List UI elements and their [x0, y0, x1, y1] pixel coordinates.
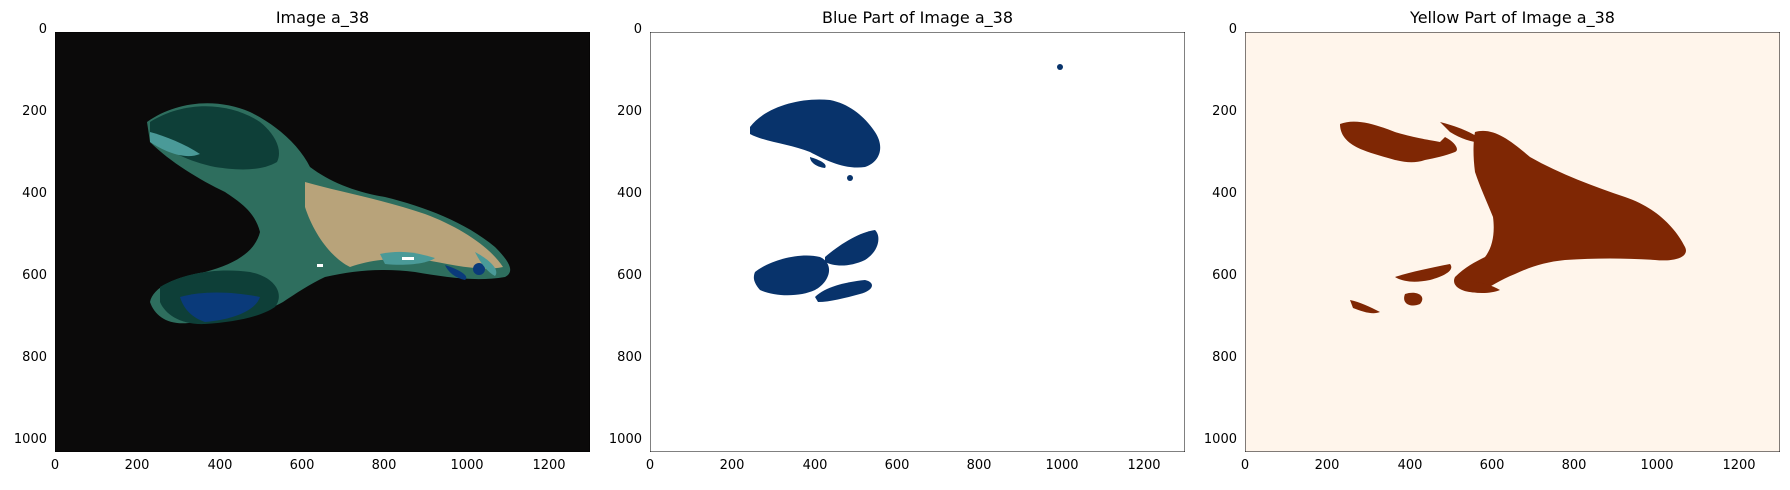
x-tick-label: 200: [719, 458, 745, 473]
y-tick-label: 600: [1212, 268, 1237, 283]
x-tick-label: 800: [1561, 458, 1587, 473]
y-tick-label: 200: [1212, 104, 1237, 119]
x-tick-label: 1000: [450, 458, 484, 473]
x-tick-label: 800: [371, 458, 397, 473]
y-tick-label: 400: [1212, 186, 1237, 201]
panel-blue: Blue Part of Image a_38 0 200 400 600 80…: [609, 0, 1185, 490]
x-tick-label: 1200: [1722, 458, 1756, 473]
x-tick-label: 200: [1314, 458, 1340, 473]
y-tick-label: 0: [633, 22, 642, 37]
panel-yellow: Yellow Part of Image a_38 0 200 400 600 …: [1204, 0, 1780, 490]
y-tick-label: 1000: [608, 432, 642, 447]
image-blue-mask: [650, 32, 1185, 452]
x-tick-label: 1000: [1045, 458, 1079, 473]
panel-title: Image a_38: [275, 8, 370, 27]
y-tick-label: 800: [617, 350, 642, 365]
y-tick-label: 1000: [13, 432, 47, 447]
x-tick-label: 200: [124, 458, 150, 473]
x-tick-label: 800: [966, 458, 992, 473]
image-composite: [55, 32, 590, 452]
y-tick-label: 0: [38, 22, 47, 37]
x-tick-label: 400: [207, 458, 233, 473]
x-tick-label: 600: [884, 458, 910, 473]
panel-composite: Image a_38 0 200 400 600 800 1000 0 200 …: [14, 0, 590, 490]
x-tick-label: 1200: [532, 458, 566, 473]
y-tick-label: 600: [22, 268, 47, 283]
y-tick-label: 0: [1228, 22, 1237, 37]
image-yellow-mask: [1245, 32, 1780, 452]
y-tick-label: 800: [1212, 350, 1237, 365]
x-tick-label: 0: [645, 458, 655, 473]
y-tick-label: 400: [22, 186, 47, 201]
x-tick-label: 1000: [1640, 458, 1674, 473]
panel-title: Yellow Part of Image a_38: [1410, 8, 1615, 27]
y-tick-label: 600: [617, 268, 642, 283]
panel-title: Blue Part of Image a_38: [821, 8, 1014, 27]
x-tick-label: 1200: [1127, 458, 1161, 473]
x-tick-label: 400: [802, 458, 828, 473]
y-tick-label: 800: [22, 350, 47, 365]
x-tick-label: 0: [50, 458, 60, 473]
x-tick-label: 600: [289, 458, 315, 473]
y-tick-label: 200: [22, 104, 47, 119]
x-tick-label: 0: [1240, 458, 1250, 473]
x-tick-label: 600: [1479, 458, 1505, 473]
x-tick-label: 400: [1397, 458, 1423, 473]
y-tick-label: 200: [617, 104, 642, 119]
y-tick-label: 400: [617, 186, 642, 201]
y-tick-label: 1000: [1203, 432, 1237, 447]
